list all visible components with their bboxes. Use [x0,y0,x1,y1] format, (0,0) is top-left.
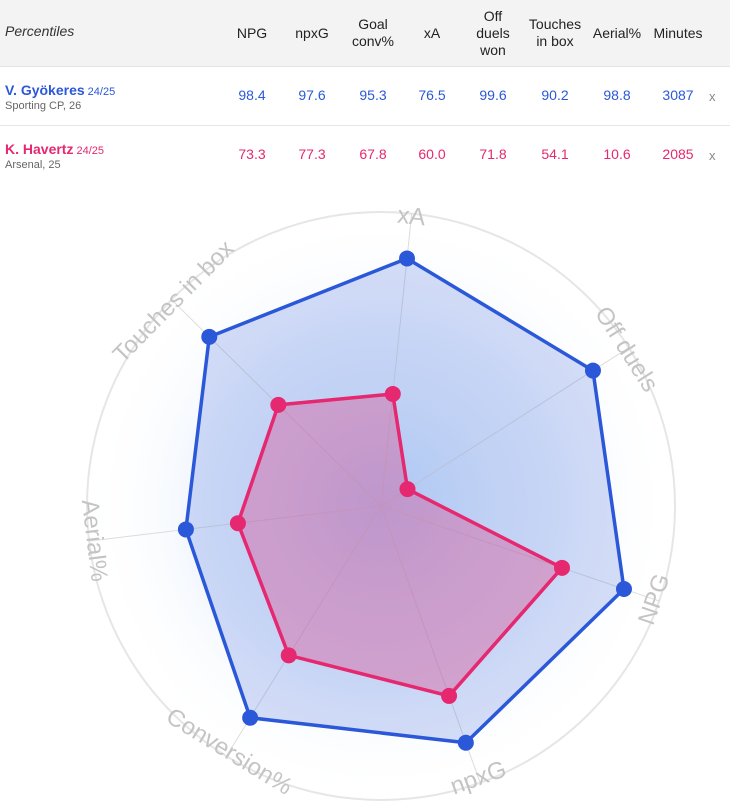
table-row: K. Havertz 24/25 Arsenal, 25 73.3 77.3 67… [0,126,730,184]
value-xa: 76.5 [418,87,446,103]
remove-player-button[interactable]: x [709,89,716,104]
player-season: 24/25 [76,145,104,157]
value-touches: 54.1 [541,146,569,162]
remove-player-button[interactable]: x [709,148,716,163]
table-row: V. Gyökeres 24/25 Sporting CP, 26 98.4 97… [0,67,730,126]
player-club: Sporting CP, 26 [5,100,82,112]
value-xa: 60.0 [418,146,446,162]
radar-point[interactable] [242,709,259,726]
player-club: Arsenal, 25 [5,159,61,171]
value-off-duels: 71.8 [479,146,507,162]
radar-outer-ring [86,211,676,801]
player-name[interactable]: K. Havertz 24/25 [5,141,104,157]
col-header-aerial[interactable]: Aerial% [592,24,642,41]
radar-point[interactable] [270,396,287,413]
value-goal-conv: 95.3 [359,87,387,103]
radar-point[interactable] [457,734,474,751]
value-aerial: 10.6 [603,146,631,162]
col-header-off-duels[interactable]: Off duels won [476,7,510,58]
radar-point[interactable] [280,647,297,664]
radar-point[interactable] [384,385,401,402]
col-header-npxg[interactable]: npxG [295,24,329,41]
value-minutes: 3087 [662,87,694,103]
value-npg: 73.3 [238,146,266,162]
value-npxg: 97.6 [298,87,326,103]
value-goal-conv: 67.8 [359,146,387,162]
value-touches: 90.2 [541,87,569,103]
player-name[interactable]: V. Gyökeres 24/25 [5,82,116,98]
radar-axis-label: xA [396,202,427,232]
col-header-goal-conv[interactable]: Goal conv% [351,16,395,49]
radar-point[interactable] [229,515,246,532]
col-header-npg[interactable]: NPG [236,24,268,41]
header-label: Percentiles [5,23,75,39]
value-minutes: 2085 [662,146,694,162]
radar-spoke [380,505,660,602]
col-header-touches[interactable]: Touches in box [528,16,582,49]
radar-point[interactable] [553,559,570,576]
radar-point[interactable] [584,362,601,379]
radar-point[interactable] [441,687,458,704]
radar-point[interactable] [201,328,218,345]
radar-point[interactable] [615,580,632,597]
player-season: 24/25 [87,86,116,98]
table-header: Percentiles NPG npxG Goal conv% xA Off d… [0,0,730,67]
radar-point[interactable] [177,521,194,538]
radar-point[interactable] [399,250,416,267]
value-npg: 98.4 [238,87,266,103]
value-off-duels: 99.6 [479,87,507,103]
radar-series-layer [177,250,632,751]
col-header-xa[interactable]: xA [423,24,441,41]
value-aerial: 98.8 [603,87,631,103]
radar-series-polygon [236,392,564,698]
col-header-minutes[interactable]: Minutes [653,24,703,41]
value-npxg: 77.3 [298,146,326,162]
radar-point[interactable] [399,481,416,498]
